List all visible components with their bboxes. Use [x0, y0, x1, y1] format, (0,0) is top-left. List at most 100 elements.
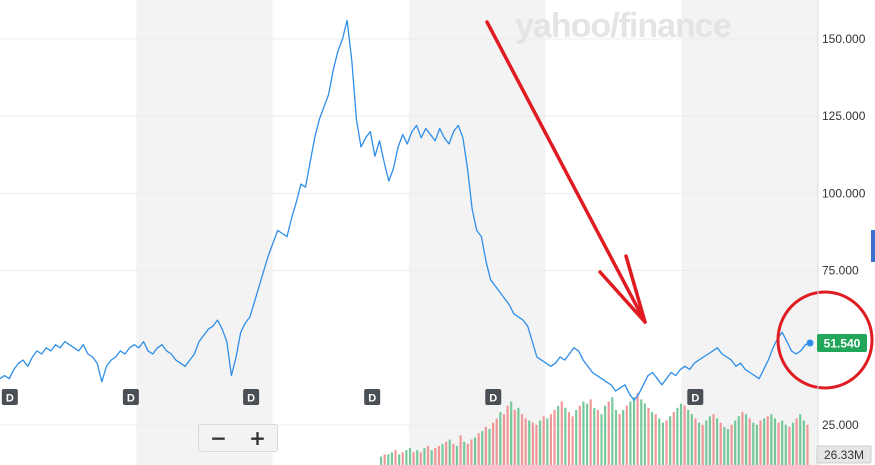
volume-bar — [567, 412, 571, 465]
volume-bar — [495, 418, 498, 465]
volume-bar — [484, 426, 487, 465]
y-tick-label: 150.000 — [822, 32, 866, 46]
volume-bar — [463, 441, 466, 465]
y-tick-label: 25.000 — [822, 418, 859, 432]
volume-bar — [665, 420, 668, 465]
last-price-badge: 51.540 — [817, 334, 867, 353]
annotation-circle — [776, 290, 874, 390]
volume-bar — [553, 409, 556, 465]
volume-bar — [524, 418, 527, 465]
axis-edge-marker — [871, 230, 875, 262]
dividend-marker[interactable]: D — [122, 389, 139, 405]
volume-bar — [499, 412, 502, 465]
time-band — [0, 0, 137, 465]
volume-bar — [430, 450, 433, 465]
dividend-marker-label: D — [489, 393, 497, 405]
price-line — [0, 19, 811, 401]
red-annotation — [485, 20, 874, 390]
dividend-marker[interactable]: D — [485, 389, 502, 405]
volume-bar — [723, 426, 726, 465]
volume-bar — [690, 414, 693, 465]
volume-bar — [549, 414, 552, 465]
dividend-marker-label: D — [247, 393, 255, 405]
volume-bar — [622, 409, 625, 465]
annotation-arrow-shaft — [485, 20, 647, 324]
volume-bar — [437, 445, 440, 465]
volume-bar — [412, 452, 415, 465]
volume-bar — [748, 418, 751, 465]
dividend-marker[interactable]: D — [364, 389, 381, 405]
volume-bar — [571, 416, 574, 465]
volume-bar — [687, 409, 690, 465]
volume-bar — [755, 424, 758, 465]
dividend-marker-label: D — [691, 393, 699, 405]
volume-badge: 26.33M — [816, 445, 872, 464]
volume-bar — [575, 409, 578, 465]
volume-bar — [744, 414, 748, 465]
volume-bar — [477, 433, 480, 465]
volume-value: 26.33M — [824, 448, 864, 462]
volume-bar — [452, 443, 455, 465]
volume-bar — [806, 424, 809, 465]
dividend-marker[interactable]: D — [687, 389, 704, 405]
volume-bar — [658, 418, 661, 465]
zoom-in-button[interactable]: + — [249, 426, 266, 450]
volume-bar — [640, 399, 643, 465]
volume-bar — [795, 418, 798, 465]
volume-bar — [510, 401, 513, 465]
volume-bar — [383, 454, 386, 465]
volume-bar — [694, 418, 697, 465]
volume-bar — [791, 422, 795, 465]
zoom-out-button[interactable]: − — [210, 426, 227, 450]
volume-bar — [719, 422, 722, 465]
time-band — [136, 0, 273, 465]
volume-bar — [618, 414, 621, 465]
dividend-marker-label: D — [127, 393, 135, 405]
volume-bar — [517, 407, 520, 465]
volume-bar — [520, 414, 524, 465]
volume-bar — [582, 401, 585, 465]
volume-bar — [672, 412, 675, 465]
dividend-marker[interactable]: D — [1, 389, 18, 405]
volume-bar — [730, 424, 733, 465]
volume-bar — [773, 418, 777, 465]
volume-bar — [405, 450, 408, 465]
volume-bar — [531, 422, 534, 465]
dividend-marker[interactable]: D — [243, 389, 260, 405]
volume-bar — [557, 405, 560, 465]
volume-bar — [445, 441, 448, 465]
volume-bar — [726, 429, 730, 465]
volume-bar — [752, 422, 755, 465]
volume-bar — [398, 454, 401, 465]
annotation-arrow-head-right — [624, 254, 647, 324]
volume-bar — [625, 405, 628, 465]
volume-bar — [632, 397, 636, 465]
y-tick-label: 75.000 — [822, 264, 859, 278]
volume-bar — [560, 401, 563, 465]
yahoo-finance-watermark: yahoo/finance — [515, 7, 731, 45]
volume-bar — [679, 403, 683, 465]
volume-bar — [387, 454, 390, 465]
volume-bar — [506, 405, 509, 465]
volume-bar — [600, 414, 603, 465]
volume-bar — [676, 407, 679, 465]
volume-bar — [629, 401, 632, 465]
volume-bar — [766, 416, 769, 465]
volume-bar — [535, 424, 538, 465]
volume-bar — [470, 439, 473, 465]
volume-bar — [419, 452, 422, 465]
volume-bar — [607, 401, 610, 465]
volume-bar — [770, 414, 773, 465]
volume-bar — [564, 407, 567, 465]
time-band — [681, 0, 818, 465]
volume-bar — [647, 407, 650, 465]
time-band — [545, 0, 682, 465]
dividend-marker-label: D — [6, 393, 14, 405]
last-price-dot — [806, 339, 814, 347]
last-price-value: 51.540 — [824, 337, 861, 351]
volume-bar — [683, 405, 686, 465]
volume-bar — [651, 412, 654, 465]
volume-bar — [802, 420, 805, 465]
